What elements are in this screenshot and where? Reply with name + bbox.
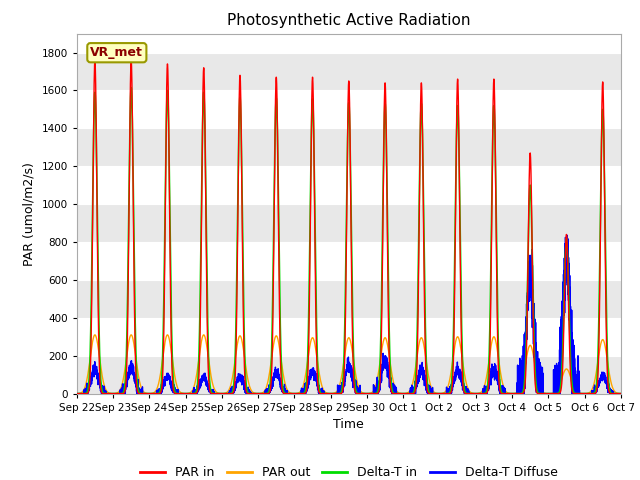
Bar (77, 356, 621, 394)
Title: Photosynthetic Active Radiation: Photosynthetic Active Radiation (227, 13, 470, 28)
Text: VR_met: VR_met (90, 46, 143, 59)
Bar (77, 128, 621, 166)
Bar (77, 204, 621, 242)
Y-axis label: PAR (umol/m2/s): PAR (umol/m2/s) (23, 162, 36, 265)
Bar (77, 280, 621, 318)
Legend: PAR in, PAR out, Delta-T in, Delta-T Diffuse: PAR in, PAR out, Delta-T in, Delta-T Dif… (135, 461, 563, 480)
X-axis label: Time: Time (333, 418, 364, 431)
Bar (77, 52, 621, 90)
